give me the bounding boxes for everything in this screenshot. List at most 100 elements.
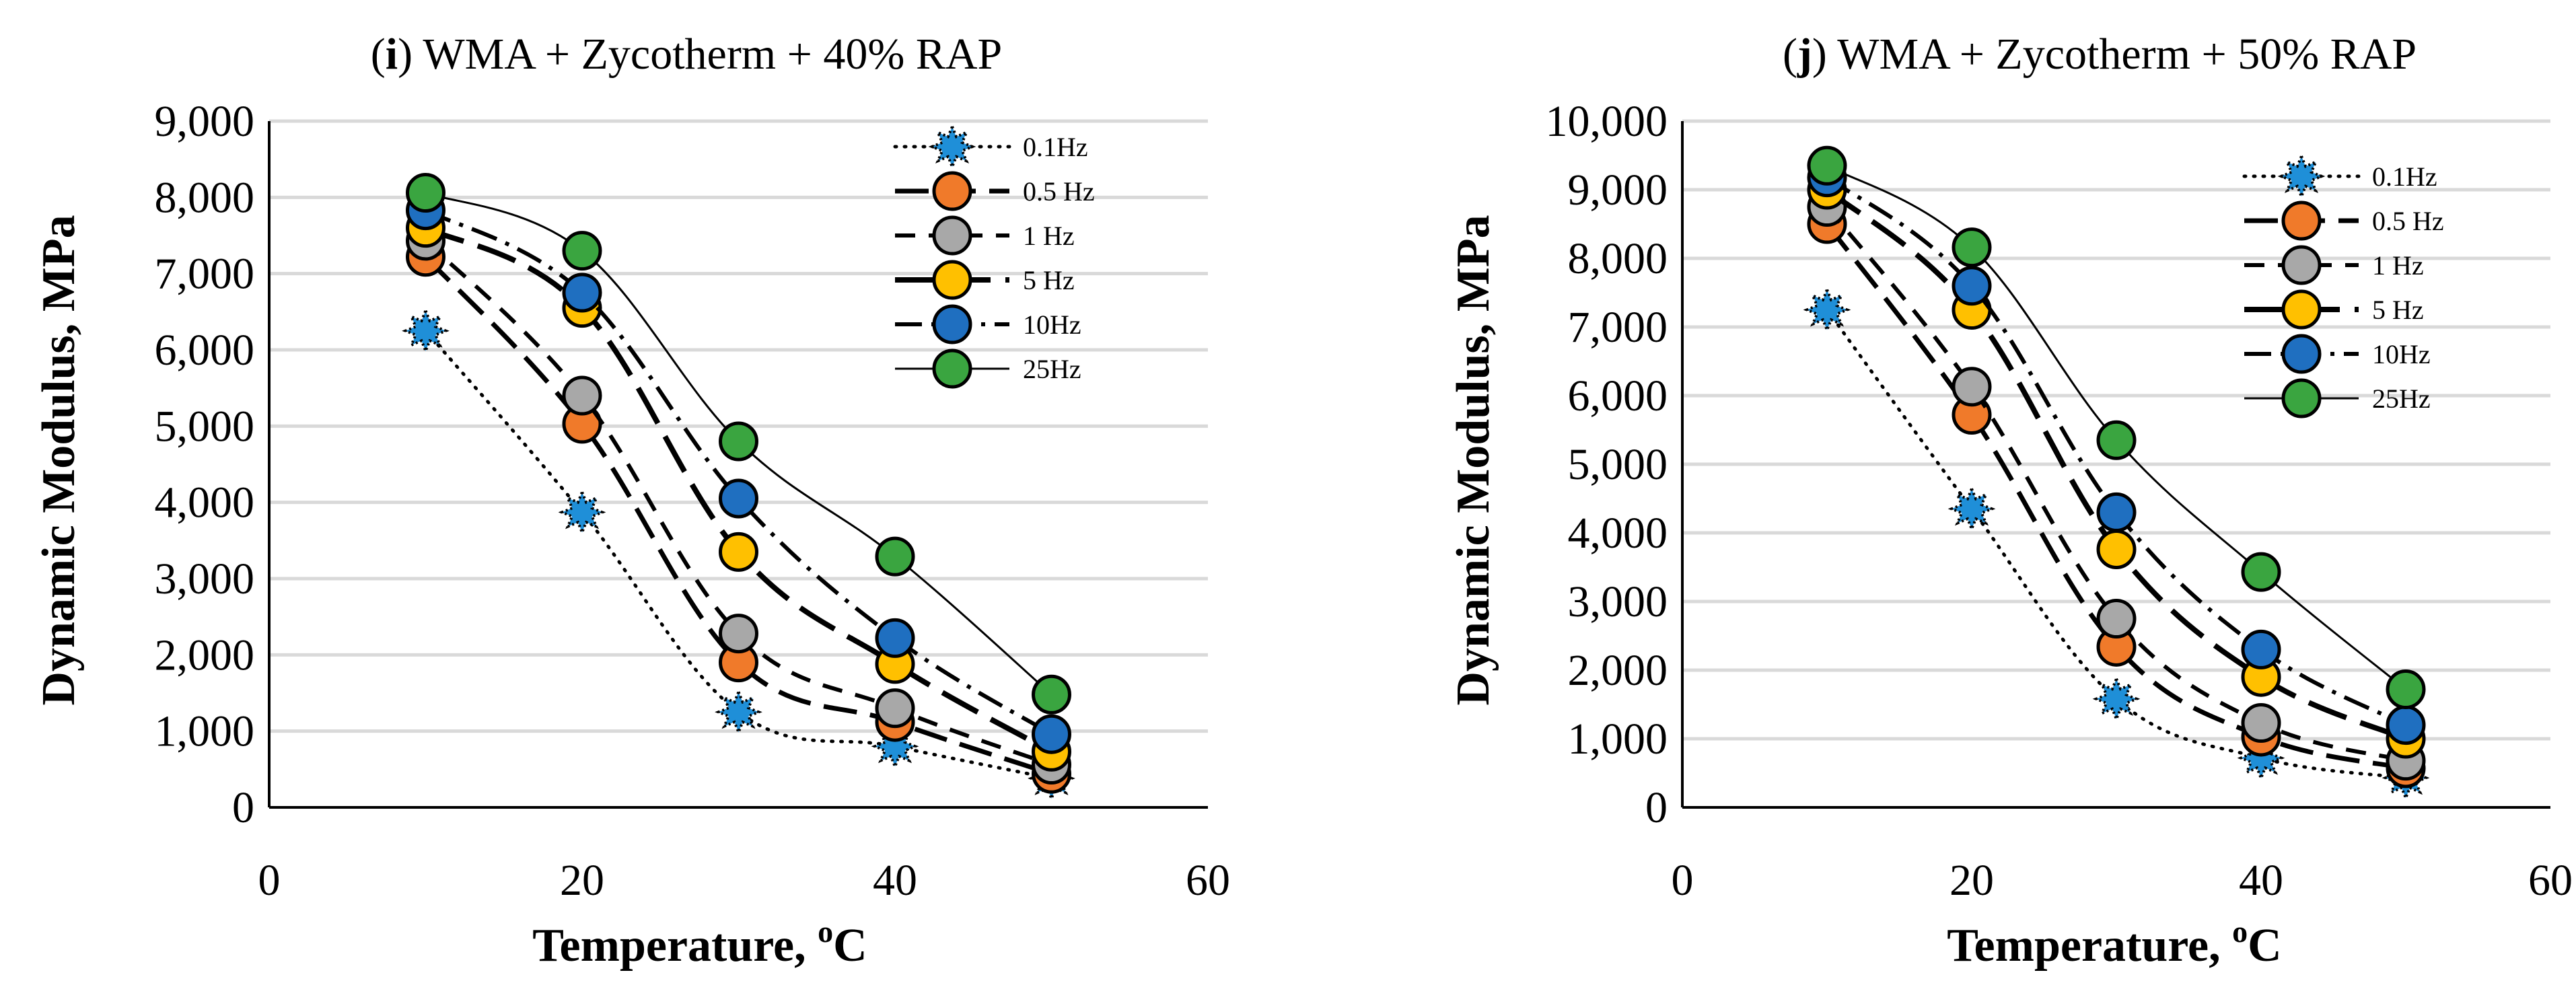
y-tick-label: 3,000	[1568, 577, 1668, 626]
y-tick-label: 10,000	[1546, 97, 1668, 146]
data-point	[1952, 227, 1992, 268]
y-tick-label: 9,000	[155, 97, 255, 146]
x-axis-label: Temperature, oC	[1947, 914, 2281, 972]
y-tick-label: 4,000	[155, 478, 255, 527]
legend-marker	[2281, 200, 2322, 241]
y-tick-label: 8,000	[155, 173, 255, 222]
data-point	[406, 173, 445, 213]
legend-label: 10Hz	[1023, 309, 1081, 340]
data-point	[2241, 703, 2281, 743]
data-point	[562, 231, 602, 271]
data-point	[2386, 705, 2426, 745]
legend-label: 0.5 Hz	[2372, 206, 2444, 236]
legend-label: 25Hz	[2372, 384, 2431, 414]
legend-marker	[932, 171, 972, 211]
data-point	[1947, 484, 1996, 533]
data-point	[1952, 367, 1992, 407]
data-point	[402, 307, 450, 355]
y-axis-label: Dynamic Modulus, MPa	[33, 215, 85, 705]
legend-marker	[932, 349, 972, 389]
x-tick-label: 0	[1672, 856, 1694, 905]
y-tick-label: 1,000	[155, 707, 255, 756]
data-point	[875, 536, 915, 577]
data-point	[719, 421, 758, 462]
series-line	[424, 239, 1052, 767]
series-line	[424, 329, 1053, 780]
data-point	[2096, 599, 2137, 639]
data-point	[2386, 669, 2426, 710]
series-line	[1825, 205, 2406, 763]
legend-marker	[2281, 378, 2322, 418]
y-tick-label: 0	[1645, 783, 1668, 832]
x-tick-label: 60	[1186, 856, 1230, 905]
y-tick-label: 1,000	[1568, 715, 1668, 764]
data-point	[558, 488, 606, 536]
x-tick-label: 60	[2528, 856, 2573, 905]
data-point	[1807, 145, 1847, 186]
legend-marker	[932, 304, 972, 344]
x-tick-label: 40	[2239, 856, 2283, 905]
data-point	[562, 375, 602, 416]
data-point	[2096, 420, 2137, 460]
legend-label: 1 Hz	[1023, 221, 1075, 251]
y-tick-label: 5,000	[155, 402, 255, 451]
legend-marker	[2281, 289, 2322, 330]
y-tick-label: 7,000	[1568, 303, 1668, 352]
legend-label: 10Hz	[2372, 339, 2431, 369]
x-tick-label: 20	[560, 856, 604, 905]
legend-marker	[2281, 334, 2322, 374]
legend-marker	[928, 122, 976, 171]
x-axis-label: Temperature, oC	[532, 914, 867, 972]
y-tick-label: 5,000	[1568, 440, 1668, 489]
legend-label: 5 Hz	[1023, 265, 1075, 295]
y-tick-label: 3,000	[155, 554, 255, 604]
y-tick-label: 7,000	[155, 250, 255, 299]
data-point	[1032, 714, 1071, 754]
legend-label: 1 Hz	[2372, 250, 2424, 281]
data-point	[1952, 266, 1992, 306]
data-point	[719, 532, 758, 572]
series-line	[1825, 308, 2408, 780]
data-point	[1803, 286, 1851, 334]
legend-marker	[2281, 245, 2322, 285]
legend-label: 0.5 Hz	[1023, 176, 1095, 207]
series-10hz	[1807, 157, 2426, 745]
data-point	[875, 688, 915, 729]
data-point	[715, 688, 762, 736]
data-point	[2241, 552, 2281, 592]
x-tick-label: 20	[1949, 856, 1994, 905]
series-line	[1825, 222, 2406, 771]
x-tick-label: 0	[258, 856, 281, 905]
y-tick-label: 8,000	[1568, 234, 1668, 283]
chart-j: (j) WMA + Zycotherm + 50% RAP 0 1,000 2,00…	[1447, 30, 2573, 972]
chart-title: (i) WMA + Zycotherm + 40% RAP	[371, 30, 1002, 79]
data-point	[719, 478, 758, 519]
data-point	[1032, 674, 1071, 715]
x-tick-label: 40	[873, 856, 917, 905]
legend-marker	[932, 260, 972, 300]
y-tick-label: 2,000	[155, 630, 255, 680]
chart-i: (i) WMA + Zycotherm + 40% RAP 0 1,000 2,00…	[33, 30, 1230, 972]
legend: 0.1Hz 0.5 Hz 1 Hz 5 Hz 10Hz 25Hz	[2242, 152, 2444, 418]
y-tick-label: 6,000	[155, 326, 255, 375]
data-point	[2241, 629, 2281, 669]
y-tick-label: 9,000	[1568, 166, 1668, 215]
data-point	[2096, 492, 2137, 532]
data-point	[2096, 529, 2137, 569]
legend: 0.1Hz 0.5 Hz 1 Hz 5 Hz 10Hz 25Hz	[893, 122, 1095, 389]
y-tick-label: 2,000	[1568, 646, 1668, 695]
legend-label: 5 Hz	[2372, 295, 2424, 325]
legend-label: 0.1Hz	[1023, 132, 1088, 162]
y-tick-label: 0	[232, 783, 254, 832]
y-axis-label: Dynamic Modulus, MPa	[1447, 215, 1499, 705]
y-tick-label: 4,000	[1568, 509, 1668, 558]
y-tick-label: 6,000	[1568, 371, 1668, 421]
chart-title: (j) WMA + Zycotherm + 50% RAP	[1783, 30, 2417, 79]
legend-marker	[932, 215, 972, 256]
legend-label: 0.1Hz	[2372, 161, 2437, 192]
series-25hz	[406, 173, 1071, 715]
data-point	[562, 272, 602, 313]
data-point	[719, 614, 758, 654]
data-point	[2092, 675, 2141, 723]
